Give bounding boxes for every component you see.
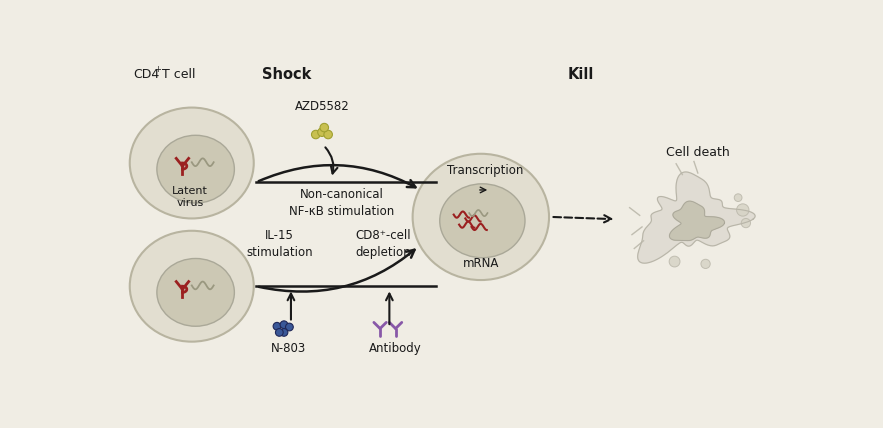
FancyArrowPatch shape <box>325 147 337 173</box>
Text: CD8⁺-cell
depletion: CD8⁺-cell depletion <box>355 229 411 259</box>
Circle shape <box>280 329 288 336</box>
Text: Shock: Shock <box>262 67 312 82</box>
Circle shape <box>741 218 751 228</box>
Text: IL-15
stimulation: IL-15 stimulation <box>246 229 313 259</box>
Ellipse shape <box>412 154 549 280</box>
Text: N-803: N-803 <box>271 342 306 355</box>
Ellipse shape <box>130 231 253 342</box>
Text: Kill: Kill <box>568 67 594 82</box>
Text: AZD5582: AZD5582 <box>295 100 350 113</box>
Circle shape <box>318 128 326 137</box>
Text: Non-canonical
NF-κB stimulation: Non-canonical NF-κB stimulation <box>289 188 394 218</box>
Ellipse shape <box>157 135 234 203</box>
Text: Transcription: Transcription <box>447 164 523 177</box>
Circle shape <box>285 323 293 331</box>
Ellipse shape <box>130 107 253 218</box>
Text: T cell: T cell <box>158 68 196 81</box>
Text: Latent
virus: Latent virus <box>172 186 208 208</box>
FancyArrowPatch shape <box>386 294 393 324</box>
Circle shape <box>701 259 710 268</box>
Ellipse shape <box>157 259 234 326</box>
Text: mRNA: mRNA <box>463 257 499 270</box>
FancyArrowPatch shape <box>554 215 611 223</box>
Text: +: + <box>155 65 162 74</box>
Circle shape <box>273 322 281 330</box>
Circle shape <box>735 194 742 202</box>
Text: Antibody: Antibody <box>368 342 421 355</box>
Circle shape <box>312 130 320 139</box>
Ellipse shape <box>440 184 525 258</box>
Circle shape <box>275 329 283 336</box>
Text: Cell death: Cell death <box>666 146 729 159</box>
Text: CD4: CD4 <box>133 68 160 81</box>
FancyArrowPatch shape <box>288 294 294 320</box>
Polygon shape <box>669 201 724 241</box>
Circle shape <box>324 130 332 139</box>
Polygon shape <box>638 172 755 263</box>
Circle shape <box>320 123 328 132</box>
Circle shape <box>669 256 680 267</box>
Circle shape <box>736 204 749 216</box>
Circle shape <box>280 321 288 329</box>
